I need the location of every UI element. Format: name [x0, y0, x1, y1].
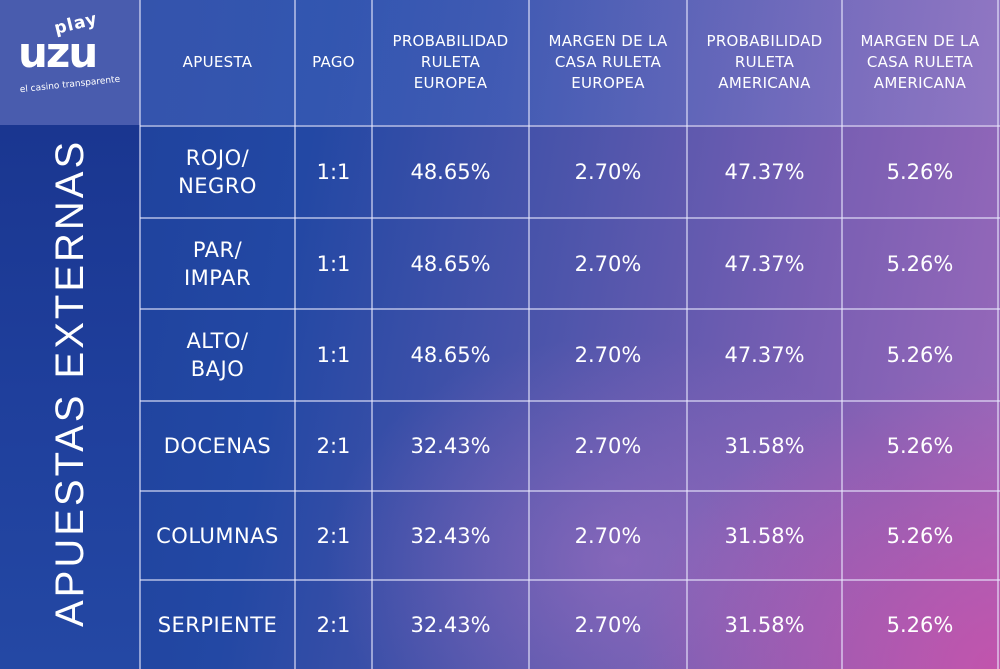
logo-main-text: uzu — [18, 28, 98, 77]
table-row-edge-american: 5.26% — [886, 160, 954, 184]
grid-line — [140, 579, 1000, 581]
table-row-prob-european: 48.65% — [410, 160, 491, 184]
table-row-payout: 2:1 — [316, 434, 351, 458]
table-row-prob-american: 47.37% — [724, 160, 805, 184]
grid-line — [294, 0, 296, 669]
table-row-edge-american: 5.26% — [886, 251, 954, 276]
grid-line — [140, 400, 1000, 402]
table-row-payout: 1:1 — [316, 343, 351, 367]
column-header-prob-european: PROBABILIDAD RULETA EUROPEA — [392, 32, 509, 92]
table-row-edge-european: 2.70% — [574, 523, 642, 548]
table-row-prob-european: 48.65% — [410, 343, 491, 367]
table-row-edge-european: 2.70% — [574, 160, 642, 184]
grid-line — [140, 490, 1000, 492]
table-row-bet: SERPIENTE — [157, 613, 278, 637]
header-band — [0, 0, 1000, 125]
table-row-edge-american: 5.26% — [886, 613, 954, 637]
column-header-edge-american: MARGEN DE LA CASA RULETA AMERICANA — [860, 32, 980, 92]
table-row-prob-european: 32.43% — [410, 613, 491, 637]
table-row-bet: DOCENAS — [163, 434, 272, 458]
table-row-edge-european: 2.70% — [574, 613, 642, 637]
column-header-edge-european: MARGEN DE LA CASA RULETA EUROPEA — [548, 32, 668, 92]
grid-line — [997, 0, 999, 669]
table-row-payout: 1:1 — [316, 160, 351, 184]
table-row-bet: PAR/ IMPAR — [183, 237, 252, 290]
table-row-payout: 2:1 — [316, 613, 351, 637]
grid-line — [139, 0, 141, 669]
table-row-prob-american: 31.58% — [724, 523, 805, 548]
table-row-edge-european: 2.70% — [574, 343, 642, 367]
grid-line — [528, 0, 530, 669]
table-row-edge-european: 2.70% — [574, 434, 642, 458]
table-row-edge-american: 5.26% — [886, 343, 954, 367]
grid-line — [841, 0, 843, 669]
column-header-bet: APUESTA — [182, 53, 253, 71]
side-label-cell — [0, 125, 140, 669]
table-row-prob-european: 32.43% — [410, 523, 491, 548]
table-row-prob-american: 31.58% — [724, 434, 805, 458]
table-row-prob-american: 31.58% — [724, 613, 805, 637]
table-row-payout: 2:1 — [316, 523, 351, 548]
table-row-prob-european: 48.65% — [410, 251, 491, 276]
grid-line — [140, 125, 1000, 127]
table-row-prob-european: 32.43% — [410, 434, 491, 458]
table-row-prob-american: 47.37% — [724, 343, 805, 367]
brand-logo: play uzu el casino transparente — [14, 9, 126, 105]
column-header-prob-american: PROBABILIDAD RULETA AMERICANA — [706, 32, 823, 92]
table-row-edge-european: 2.70% — [574, 251, 642, 276]
grid-line — [140, 217, 1000, 219]
table-row-bet: ROJO/ NEGRO — [178, 146, 257, 198]
table-row-bet: COLUMNAS — [156, 523, 279, 548]
logo-cell — [0, 0, 140, 125]
grid-line — [686, 0, 688, 669]
table-row-edge-american: 5.26% — [886, 434, 954, 458]
table-row-edge-american: 5.26% — [886, 523, 954, 548]
table-row-payout: 1:1 — [316, 251, 351, 276]
logo-tagline: el casino transparente — [19, 74, 121, 96]
table-row-bet: ALTO/ BAJO — [186, 329, 249, 381]
grid-line — [371, 0, 373, 669]
grid-line — [140, 308, 1000, 310]
column-header-payout: PAGO — [312, 53, 355, 71]
table-row-prob-american: 47.37% — [724, 251, 805, 276]
side-label: APUESTAS EXTERNAS — [48, 138, 92, 627]
